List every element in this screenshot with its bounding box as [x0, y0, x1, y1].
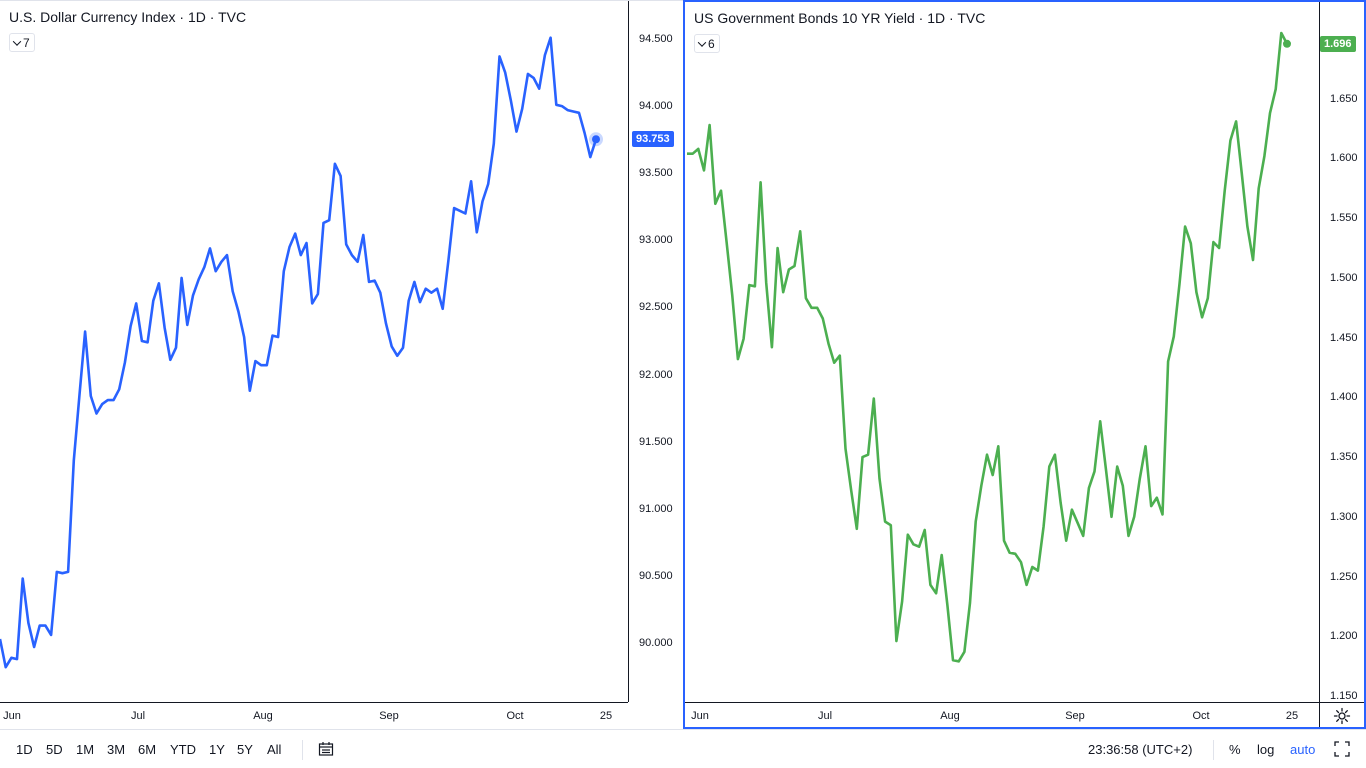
dxy-y-tick-label: 93.000	[639, 234, 673, 247]
us10y-chart-pane[interactable]: US Government Bonds 10 YR Yield · 1D · T…	[683, 0, 1366, 729]
range-button-ytd[interactable]: YTD	[170, 742, 196, 757]
us10y-y-tick-label: 1.300	[1330, 510, 1358, 523]
dxy-y-tick-label: 90.000	[639, 637, 673, 649]
range-button-5y[interactable]: 5Y	[237, 742, 253, 757]
legend-separator: ·	[209, 9, 219, 25]
dxy-x-tick-label: Sep	[379, 710, 399, 722]
us10y-y-tick-label: 1.550	[1330, 212, 1358, 225]
dxy-legend-name: U.S. Dollar Currency Index	[9, 9, 176, 25]
us10y-y-tick-label: 1.400	[1330, 391, 1358, 404]
us10y-x-tick-label: Oct	[1192, 710, 1210, 722]
dxy-y-tick-label: 92.000	[639, 368, 673, 381]
us10y-y-tick-label: 1.600	[1330, 152, 1358, 165]
toolbar-divider	[1213, 740, 1214, 760]
us10y-legend-interval: 1D	[927, 10, 946, 26]
chevron-down-icon	[12, 36, 22, 46]
dxy-y-tick-label: 91.000	[639, 502, 673, 515]
dxy-x-tick-label: Jul	[130, 710, 146, 722]
range-button-1y[interactable]: 1Y	[209, 742, 225, 757]
dxy-y-tick-label: 94.000	[639, 100, 673, 113]
us10y-x-tick-label: Jun	[691, 710, 709, 722]
range-button-1m[interactable]: 1M	[76, 742, 95, 757]
range-button-3m[interactable]: 3M	[107, 742, 126, 757]
us10y-x-tick-label: Jul	[817, 710, 833, 722]
chevron-down-icon	[697, 37, 707, 47]
time-readout[interactable]: 23:36:58 (UTC+2)	[1088, 742, 1193, 757]
us10y-legend-collapse-button[interactable]: 6	[694, 34, 720, 53]
dxy-line-svg	[0, 36, 603, 669]
us10y-last-value-badge: 1.696	[1320, 35, 1356, 52]
us10y-y-tick-label: 1.450	[1330, 331, 1358, 344]
dxy-x-tick-label: Jun	[3, 710, 21, 722]
dxy-plot-area[interactable]	[0, 1, 628, 702]
dxy-y-tick-label: 93.500	[639, 167, 673, 180]
us10y-indicator-count: 6	[708, 36, 715, 51]
dxy-x-tick-label: Aug	[253, 710, 273, 722]
dxy-y-tick-label: 94.500	[639, 33, 673, 45]
dxy-y-tick-label: 90.500	[639, 569, 673, 582]
us10y-y-tick-label: 1.200	[1330, 630, 1358, 643]
us10y-line-svg	[687, 31, 1291, 663]
us10y-legend-name: US Government Bonds 10 YR Yield	[694, 10, 915, 26]
dxy-legend: U.S. Dollar Currency Index · 1D · TVC	[9, 9, 246, 25]
us10y-plot-area[interactable]	[685, 2, 1319, 702]
scale-settings-corner[interactable]	[1319, 702, 1364, 727]
dxy-price-scale[interactable]: 94.500 94.000 93.500 93.000 92.500 92.000 91.5…	[628, 1, 683, 702]
us10y-x-tick-label: Aug	[940, 710, 960, 722]
legend-separator: ·	[949, 10, 958, 26]
dxy-legend-collapse-button[interactable]: 7	[9, 33, 35, 52]
us10y-series-line	[687, 31, 1289, 663]
us10y-y-tick-label: 1.150	[1330, 690, 1358, 702]
us10y-y-tick-label: 1.250	[1330, 570, 1358, 583]
dxy-indicator-count: 7	[23, 35, 30, 50]
range-button-all[interactable]: All	[267, 742, 282, 757]
range-button-1d[interactable]: 1D	[16, 742, 33, 757]
us10y-last-point	[1283, 39, 1291, 48]
fullscreen-icon[interactable]	[1334, 741, 1350, 757]
dxy-legend-interval: 1D	[187, 9, 206, 25]
legend-separator: ·	[179, 9, 188, 25]
us10y-legend-source: TVC	[957, 10, 986, 26]
dxy-last-point	[592, 135, 600, 144]
us10y-x-tick-label: Sep	[1065, 710, 1085, 722]
legend-separator: ·	[918, 10, 928, 26]
us10y-x-tick-label: 25	[1285, 710, 1299, 722]
us10y-legend: US Government Bonds 10 YR Yield · 1D · T…	[694, 10, 985, 26]
us10y-y-tick-label: 1.500	[1330, 271, 1358, 284]
dxy-x-tick-label: Oct	[506, 710, 524, 722]
percent-scale-toggle[interactable]: %	[1229, 742, 1241, 757]
us10y-y-tick-label: 1.350	[1330, 451, 1358, 464]
compare-date-range-icon[interactable]	[318, 741, 334, 757]
bottom-toolbar: 1D 5D 1M 3M 6M YTD 1Y 5Y All 23:36:58 (U…	[0, 729, 1366, 768]
us10y-price-scale[interactable]: 1.650 1.600 1.550 1.500 1.450 1.400 1.350 1.300…	[1319, 2, 1364, 702]
dxy-series-line	[0, 36, 598, 669]
toolbar-divider	[302, 740, 303, 760]
range-button-5d[interactable]: 5D	[46, 742, 63, 757]
range-button-6m[interactable]: 6M	[138, 742, 157, 757]
dxy-time-scale[interactable]: Jun Jul Aug Sep Oct 25	[0, 702, 628, 729]
dxy-last-value-badge: 93.753	[632, 131, 674, 148]
us10y-y-tick-label: 1.650	[1330, 92, 1358, 105]
gear-icon[interactable]	[1333, 707, 1351, 725]
dxy-y-tick-label: 92.500	[639, 301, 673, 314]
dxy-x-tick-label: 25	[599, 710, 613, 722]
us10y-time-scale[interactable]: Jun Jul Aug Sep Oct 25	[685, 702, 1319, 729]
auto-scale-toggle[interactable]: auto	[1290, 742, 1316, 757]
dxy-legend-source: TVC	[218, 9, 247, 25]
log-scale-toggle[interactable]: log	[1257, 742, 1275, 757]
dxy-y-tick-label: 91.500	[639, 435, 673, 448]
dxy-chart-pane[interactable]: U.S. Dollar Currency Index · 1D · TVC 7 …	[0, 0, 683, 729]
